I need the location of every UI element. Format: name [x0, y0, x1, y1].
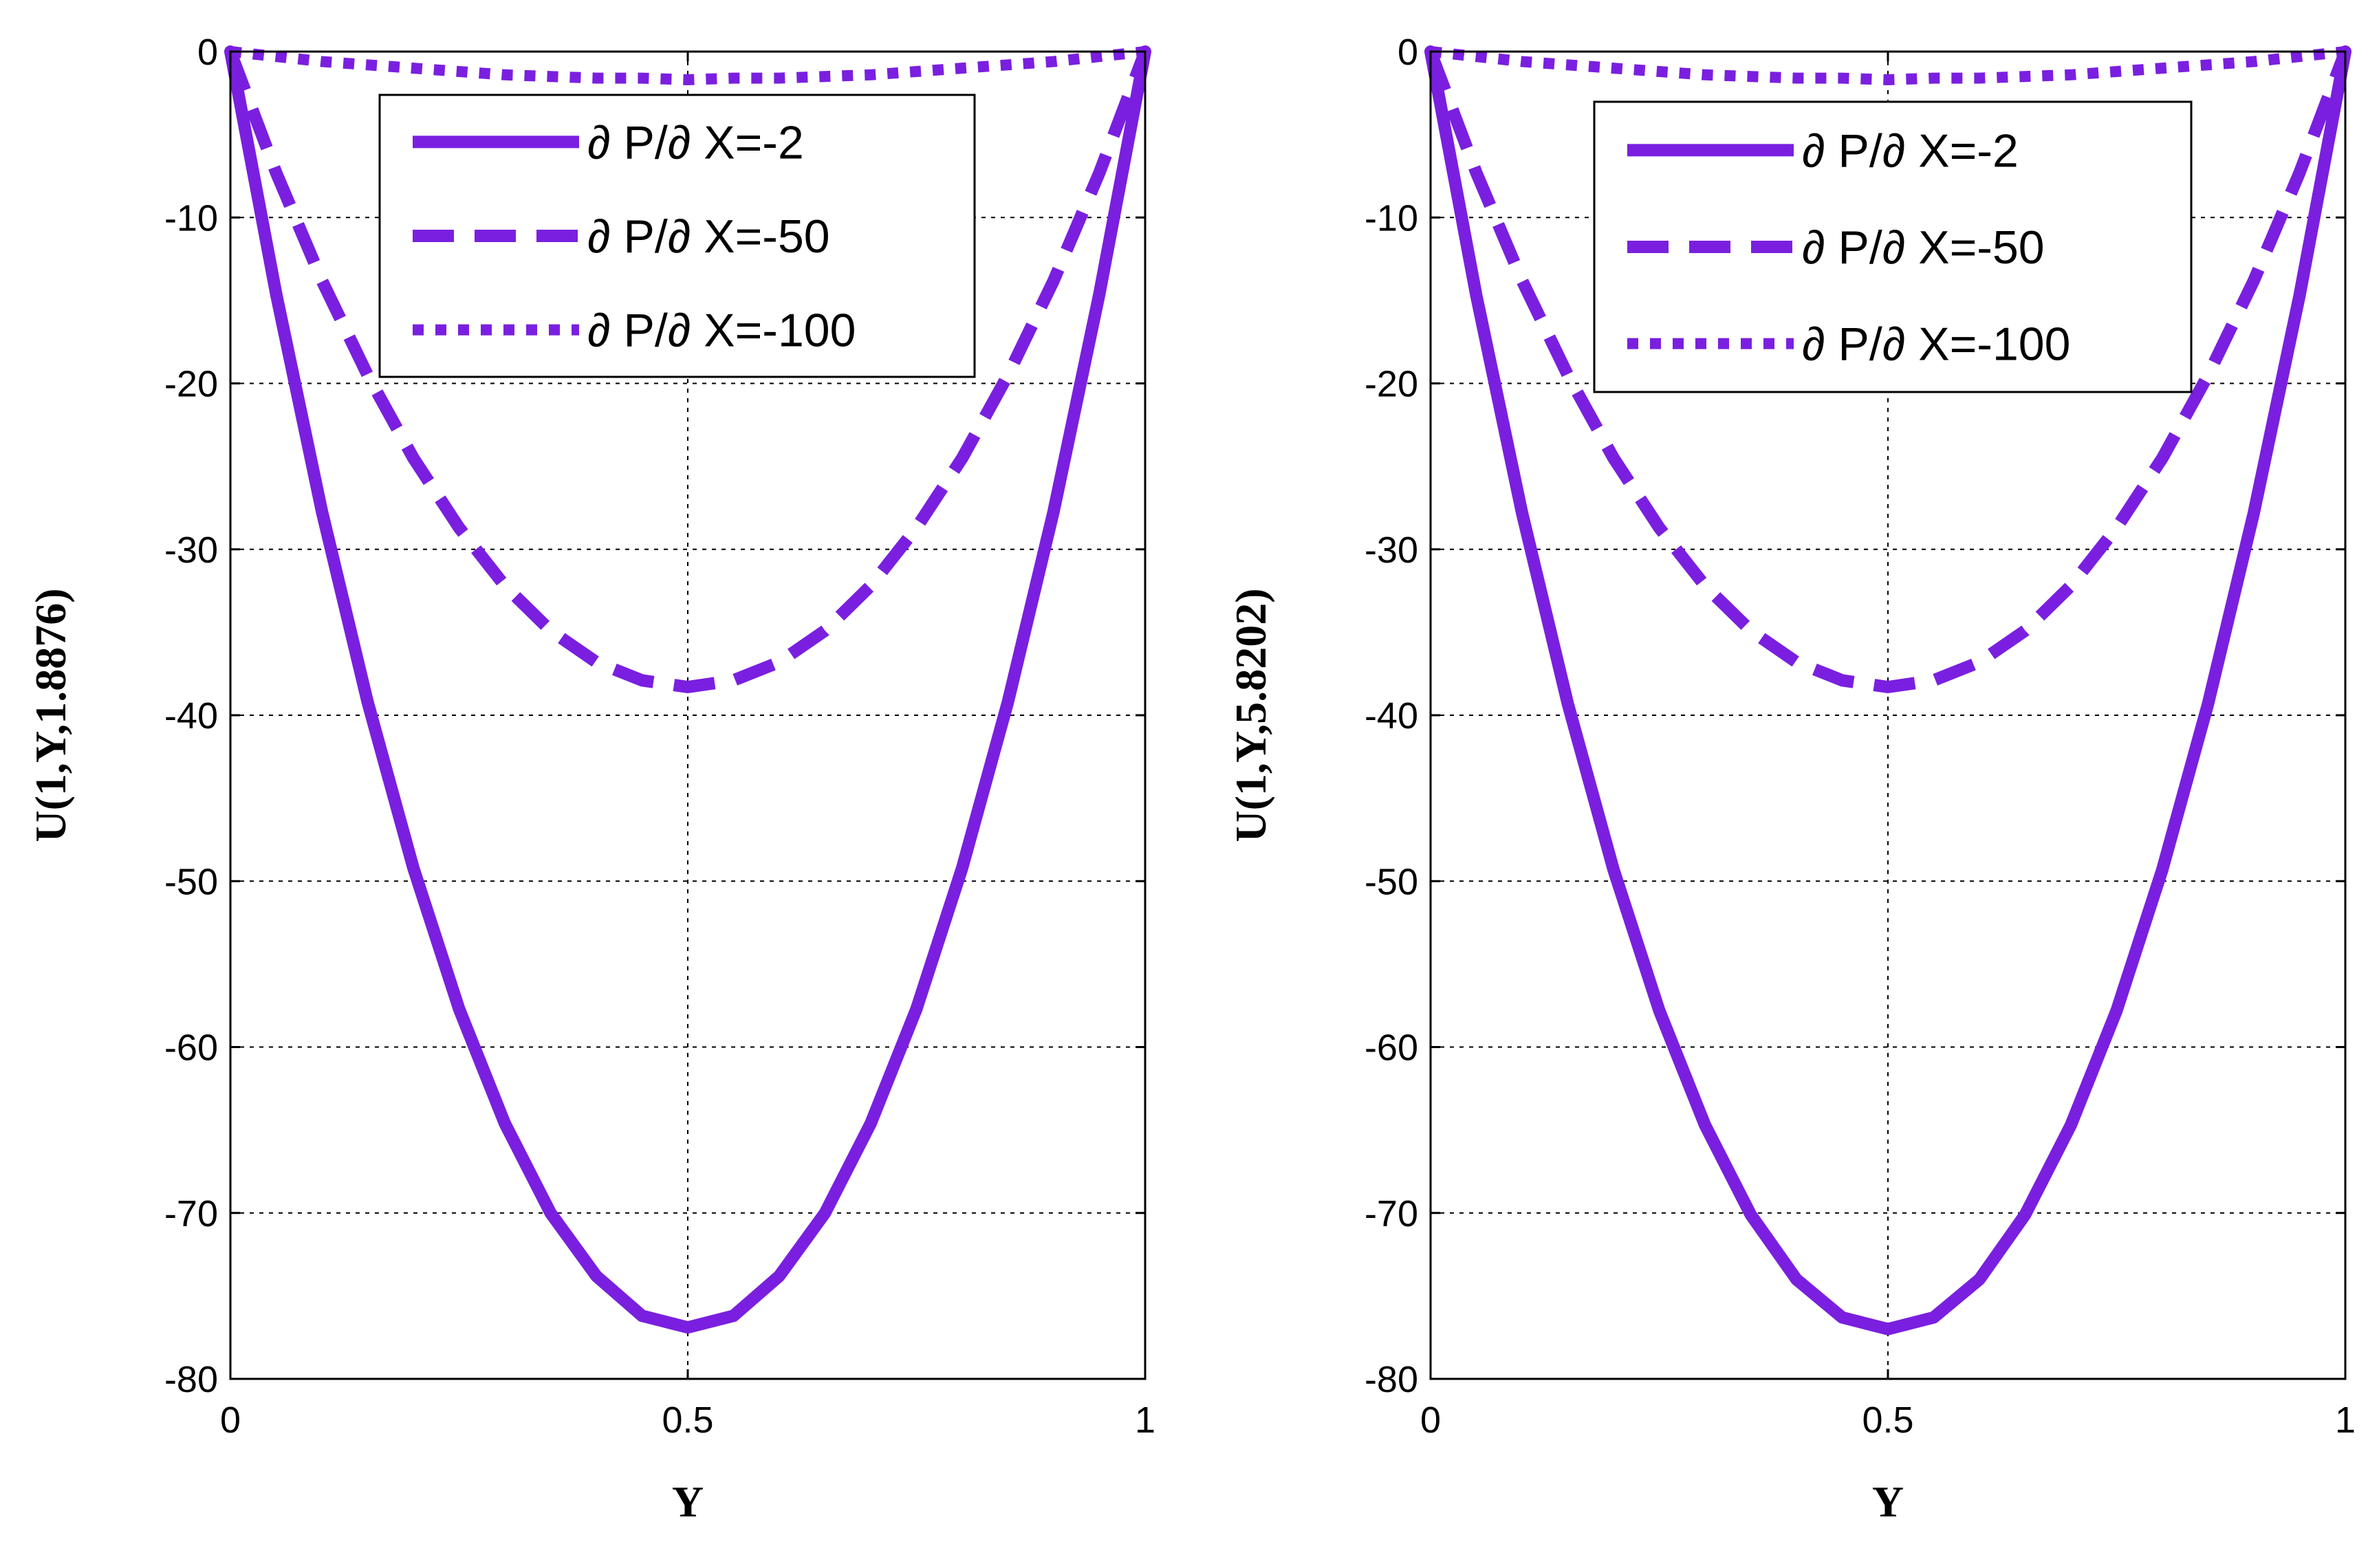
chart-1-legend-label: ∂ P/∂ X=-2 — [587, 116, 804, 168]
chart-2-legend-label: ∂ P/∂ X=-2 — [1802, 124, 2019, 177]
chart-1-y-axis-title: U(1,Y,1.8876) — [26, 588, 75, 842]
chart-1-ytick-label: -80 — [164, 1359, 218, 1400]
chart-2-y-axis-title: U(1,Y,5.8202) — [1226, 588, 1275, 842]
chart-1-ytick-label: -40 — [164, 695, 218, 737]
chart-2-series-solid-line — [1424, 45, 2351, 1336]
chart-2-legend-label: ∂ P/∂ X=-50 — [1802, 221, 2045, 274]
chart-2-ytick-label: -20 — [1365, 364, 1418, 405]
chart-2-legend-label: ∂ P/∂ X=-100 — [1802, 318, 2070, 371]
chart-2-ytick-label: -70 — [1365, 1193, 1418, 1234]
chart-1-series-solid-line — [224, 45, 1151, 1334]
chart-2-ytick-label: -40 — [1365, 695, 1418, 737]
chart-1-legend: ∂ P/∂ X=-2 ∂ P/∂ X=-50 ∂ P/∂ X=-100 — [378, 94, 976, 378]
chart-2-series-dotted-line — [1430, 46, 2346, 85]
chart-2-ytick-label: 0 — [1398, 32, 1418, 73]
chart-2-xtick-label: 1 — [2335, 1400, 2356, 1441]
chart-1-legend-label: ∂ P/∂ X=-100 — [587, 305, 856, 357]
chart-2-ytick-label: -30 — [1365, 530, 1418, 571]
chart-2-xtick-label: 0.5 — [1862, 1400, 1913, 1441]
chart-1-x-axis-title: Y — [672, 1477, 704, 1526]
chart-2-legend: ∂ P/∂ X=-2 ∂ P/∂ X=-50 ∂ P/∂ X=-100 — [1593, 100, 2193, 393]
chart-1-ytick-label: -20 — [164, 364, 218, 405]
chart-2: 0-10-20-30-40-50-60-70-800 0.5 1YU(1,Y,5.8… — [1226, 32, 2356, 1526]
chart-2-series-dashed-line — [1424, 49, 2351, 693]
chart-2-ytick-label: -50 — [1365, 861, 1418, 902]
chart-2-ytick-label: -60 — [1365, 1027, 1418, 1069]
chart-1-series-dotted-line — [230, 46, 1146, 85]
chart-1-ytick-label: -70 — [164, 1193, 218, 1234]
chart-2-ytick-label: -80 — [1365, 1359, 1418, 1400]
chart-1-ytick-label: -10 — [164, 197, 218, 239]
chart-1-legend-label: ∂ P/∂ X=-50 — [587, 210, 830, 263]
chart-2-xtick-label: 0 — [1420, 1400, 1441, 1441]
chart-2-x-axis-title: Y — [1872, 1477, 1904, 1526]
chart-1: 0-10-20-30-40-50-60-70-800 0.5 1YU(1,Y,1.8… — [26, 32, 1155, 1526]
chart-1-series-dashed-line — [224, 49, 1151, 693]
chart-2-ytick-label: -10 — [1365, 197, 1418, 239]
chart-1-ytick-label: -50 — [164, 861, 218, 902]
chart-1-ytick-label: -30 — [164, 530, 218, 571]
chart-1-xtick-label: 0 — [220, 1400, 241, 1441]
chart-1-xtick-label: 0.5 — [662, 1400, 713, 1441]
chart-1-ytick-label: -60 — [164, 1027, 218, 1069]
chart-1-ytick-label: 0 — [197, 32, 218, 73]
chart-1-xtick-label: 1 — [1135, 1400, 1155, 1441]
